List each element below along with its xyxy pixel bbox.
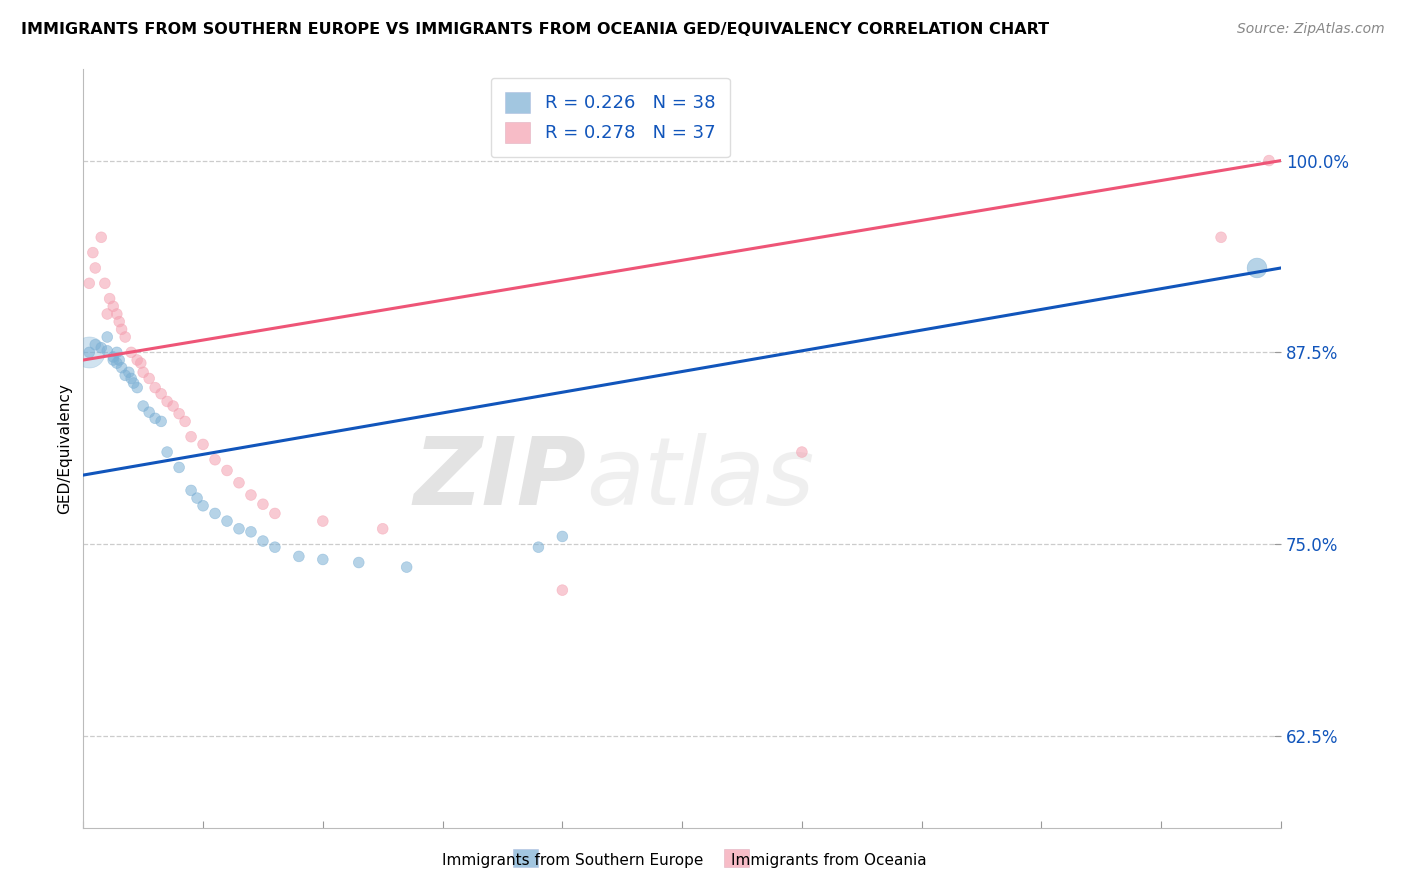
Point (96, 343, 118, 358)
Point (129, 356, 152, 370)
Point (264, 507, 287, 521)
Text: Immigrants from Oceania: Immigrants from Oceania (731, 854, 927, 868)
Point (1246, 260, 1268, 275)
Point (1209, 230, 1232, 244)
Point (132, 399, 155, 413)
Point (180, 430, 202, 444)
Point (239, 488, 262, 502)
Point (122, 376, 145, 390)
Point (103, 350, 125, 364)
Point (96, 330, 118, 344)
Point (790, 445, 813, 459)
Point (215, 463, 238, 477)
Point (143, 411, 166, 425)
Point (551, 529, 574, 543)
Point (138, 405, 160, 419)
Point (114, 330, 136, 344)
Point (105, 356, 128, 370)
Point (114, 368, 136, 383)
Point (288, 549, 311, 564)
Point (191, 437, 214, 451)
Point (110, 322, 132, 336)
Point (150, 386, 173, 401)
Point (90, 341, 112, 355)
Y-axis label: GED/Equivalency: GED/Equivalency (58, 383, 72, 514)
Point (108, 353, 131, 368)
Text: ZIP: ZIP (413, 433, 586, 524)
Point (527, 540, 550, 554)
Point (138, 371, 160, 385)
Point (132, 365, 155, 379)
Point (551, 583, 574, 598)
Point (204, 507, 226, 521)
Point (77, 345, 100, 359)
Point (312, 552, 335, 566)
Point (252, 497, 274, 511)
Point (77, 345, 100, 359)
Point (105, 307, 128, 321)
Point (90, 230, 112, 244)
Point (167, 407, 190, 421)
Point (395, 560, 418, 574)
Point (103, 353, 125, 368)
Point (239, 524, 262, 539)
Point (1258, 153, 1281, 168)
Point (105, 345, 128, 359)
Point (82, 245, 104, 260)
Point (84, 260, 107, 275)
Point (204, 452, 226, 467)
Text: IMMIGRANTS FROM SOUTHERN EUROPE VS IMMIGRANTS FROM OCEANIA GED/EQUIVALENCY CORRE: IMMIGRANTS FROM SOUTHERN EUROPE VS IMMIG… (21, 22, 1049, 37)
Text: Immigrants from Southern Europe: Immigrants from Southern Europe (441, 854, 703, 868)
Point (94, 277, 117, 291)
Point (252, 534, 274, 549)
Text: atlas: atlas (586, 434, 814, 524)
Point (108, 315, 131, 329)
Point (127, 381, 149, 395)
Point (110, 360, 132, 375)
Point (96, 307, 118, 321)
Point (162, 399, 184, 413)
Point (120, 371, 142, 385)
Point (98, 292, 121, 306)
Point (118, 365, 141, 379)
Point (228, 475, 250, 490)
Point (103, 299, 125, 313)
Point (312, 514, 335, 528)
Point (371, 522, 394, 536)
Legend: R = 0.226   N = 38, R = 0.278   N = 37: R = 0.226 N = 38, R = 0.278 N = 37 (491, 78, 730, 157)
Point (180, 483, 202, 498)
Point (156, 394, 179, 409)
Text: Source: ZipAtlas.com: Source: ZipAtlas.com (1237, 22, 1385, 37)
Point (143, 381, 166, 395)
Point (84, 337, 107, 351)
Point (228, 522, 250, 536)
Point (77, 277, 100, 291)
Point (156, 445, 179, 459)
Point (127, 353, 149, 368)
Point (186, 491, 208, 505)
Point (191, 499, 214, 513)
Point (264, 540, 287, 554)
Point (174, 414, 197, 428)
Point (347, 556, 370, 570)
Point (120, 345, 142, 359)
Point (167, 460, 190, 475)
Point (150, 414, 173, 428)
Point (215, 514, 238, 528)
